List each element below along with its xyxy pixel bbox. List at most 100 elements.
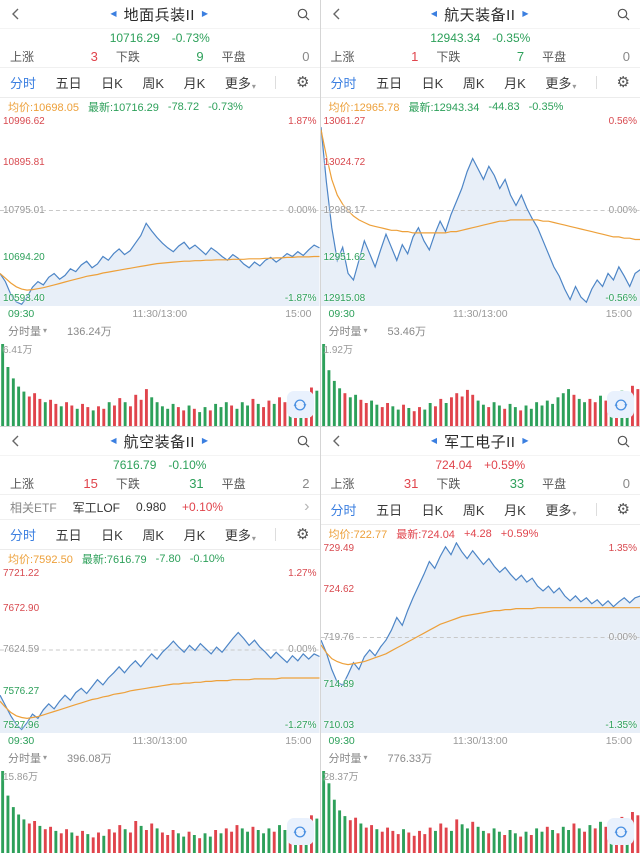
back-icon[interactable] — [330, 7, 344, 21]
search-icon[interactable] — [616, 7, 631, 22]
next-stock-icon[interactable]: ▶ — [522, 436, 529, 445]
time-close-label: 15:00 — [605, 735, 632, 747]
tab-daily-k[interactable]: 日K — [421, 503, 444, 518]
time-close-label: 15:00 — [285, 735, 312, 747]
volume-bars — [1, 771, 319, 853]
search-icon[interactable] — [296, 434, 311, 449]
volume-type-dropdown[interactable]: 分时量 ▾ — [8, 750, 47, 766]
index-change-pct: -0.10% — [168, 457, 207, 472]
caret-down-icon: ▾ — [572, 81, 577, 91]
tab-timeshare[interactable]: 分时 — [10, 528, 37, 543]
tab-timeshare[interactable]: 分时 — [10, 76, 37, 91]
volume-type-dropdown[interactable]: 分时量 ▾ — [8, 323, 47, 339]
tab-monthly-k[interactable]: 月K — [183, 76, 206, 91]
price-row: 12943.34 -0.35% — [321, 29, 640, 46]
tab-5day[interactable]: 五日 — [376, 503, 403, 518]
gear-icon[interactable]: ⚙ — [616, 501, 630, 518]
down-label: 下跌 — [115, 477, 140, 491]
pct-axis-label: 1.87% — [288, 116, 317, 127]
chevron-right-icon: › — [304, 498, 310, 515]
gear-icon[interactable]: ⚙ — [296, 74, 310, 91]
time-axis: 09:30 11:30/13:00 15:00 — [321, 306, 640, 322]
refresh-button[interactable] — [286, 391, 314, 418]
change-pct-value: -0.10% — [189, 552, 225, 565]
last-label: 最新: — [396, 528, 422, 541]
up-stat: 上涨 3 — [10, 48, 98, 65]
tab-more-label: 更多 — [224, 76, 251, 91]
breadth-stats: 上涨 1 下跌 7 平盘 0 — [320, 46, 640, 68]
tab-daily-k[interactable]: 日K — [421, 76, 444, 91]
tab-5day[interactable]: 五日 — [376, 76, 403, 91]
volume-header: 分时量 ▾ 53.46万 — [321, 322, 640, 340]
next-stock-icon[interactable]: ▶ — [522, 9, 529, 18]
tab-weekly-k[interactable]: 周K — [142, 528, 165, 543]
price-line-chart — [0, 210, 320, 306]
back-icon[interactable] — [9, 7, 23, 21]
search-icon[interactable] — [616, 434, 631, 449]
prev-stock-icon[interactable]: ◀ — [430, 9, 438, 18]
back-icon[interactable] — [330, 434, 344, 448]
tab-more[interactable]: 更多 ▾ — [545, 73, 576, 92]
up-stat: 上涨 15 — [10, 475, 98, 492]
tab-weekly-k[interactable]: 周K — [462, 503, 485, 518]
y-axis-label: 12915.08 — [323, 293, 366, 304]
flat-label: 平盘 — [221, 477, 246, 491]
prev-stock-icon[interactable]: ◀ — [110, 9, 117, 18]
next-stock-icon[interactable]: ▶ — [201, 436, 209, 445]
tab-monthly-k[interactable]: 月K — [504, 76, 526, 91]
tab-5day[interactable]: 五日 — [55, 76, 82, 91]
tab-weekly-k[interactable]: 周K — [462, 76, 485, 91]
tab-monthly-k[interactable]: 月K — [183, 528, 206, 543]
flat-stat: 平盘 0 — [222, 48, 310, 65]
tab-5day[interactable]: 五日 — [55, 528, 82, 543]
volume-chart: 6.41万 — [0, 340, 320, 426]
tab-timeshare[interactable]: 分时 — [330, 503, 357, 518]
related-etf-row[interactable]: 相关ETF 军工LOF 0.980 +0.10% › — [0, 495, 320, 520]
timeshare-chart: 10996.62 10895.81 10795.01 10694.20 1059… — [0, 115, 320, 306]
tab-daily-k[interactable]: 日K — [101, 76, 123, 91]
timeshare-chart: 729.49 724.62 719.76 714.89 710.03 1.35%… — [320, 542, 640, 733]
pct-axis-label: -1.27% — [284, 720, 317, 731]
refresh-icon — [614, 399, 627, 410]
gear-icon[interactable]: ⚙ — [296, 526, 310, 543]
tab-weekly-k[interactable]: 周K — [142, 76, 165, 91]
caret-down-icon: ▾ — [43, 326, 48, 336]
tab-more[interactable]: 更多 ▾ — [225, 73, 256, 92]
volume-max-label: 15.86万 — [3, 772, 39, 783]
change-pct-value: +0.59% — [500, 527, 539, 540]
prev-stock-icon[interactable]: ◀ — [430, 436, 438, 445]
caret-down-icon: ▾ — [251, 81, 256, 91]
panel-header: ◀ 军工电子II ▶ — [320, 427, 640, 456]
search-icon[interactable] — [296, 7, 311, 22]
refresh-button[interactable] — [607, 818, 634, 845]
y-axis-label: 10694.20 — [3, 252, 45, 264]
pct-axis-label: 0.00% — [288, 204, 317, 216]
gear-icon[interactable]: ⚙ — [616, 74, 630, 91]
tab-daily-k[interactable]: 日K — [101, 528, 123, 543]
back-icon[interactable] — [9, 434, 23, 448]
refresh-button[interactable] — [607, 391, 634, 418]
chart-info-row: 均价:10698.05 最新:10716.29 -78.72 -0.73% — [0, 98, 320, 115]
y-axis-label: 714.89 — [323, 679, 355, 691]
refresh-button[interactable] — [286, 818, 314, 845]
volume-type-dropdown[interactable]: 分时量 ▾ — [329, 323, 368, 339]
volume-type-dropdown[interactable]: 分时量 ▾ — [329, 750, 368, 766]
tab-monthly-k[interactable]: 月K — [504, 503, 526, 518]
tab-timeshare[interactable]: 分时 — [330, 76, 357, 91]
volume-bars — [1, 344, 319, 426]
last-label: 最新: — [408, 101, 434, 114]
prev-stock-icon[interactable]: ◀ — [110, 436, 117, 445]
panel-title: 航天装备II — [444, 6, 516, 24]
down-stat: 下跌 7 — [436, 48, 524, 65]
pct-axis-label: 0.00% — [288, 644, 317, 655]
time-close-label: 15:00 — [285, 308, 312, 320]
flat-count: 0 — [622, 49, 630, 64]
tab-more[interactable]: 更多 ▾ — [545, 500, 576, 519]
breadth-stats: 上涨 31 下跌 33 平盘 0 — [320, 473, 640, 495]
last-value: 12943.34 — [433, 101, 480, 114]
last-value: 7616.79 — [106, 553, 147, 566]
pct-axis-label: -0.56% — [605, 293, 637, 304]
next-stock-icon[interactable]: ▶ — [201, 9, 209, 18]
tab-more[interactable]: 更多 ▾ — [225, 525, 256, 544]
